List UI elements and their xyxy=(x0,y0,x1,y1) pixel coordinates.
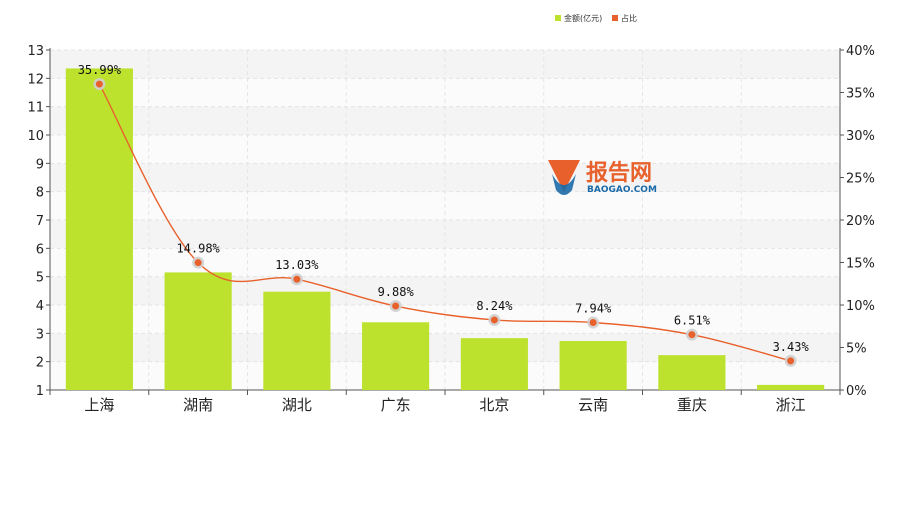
line-point xyxy=(688,331,696,339)
left-tick-label: 12 xyxy=(27,72,44,87)
line-point xyxy=(392,302,400,310)
right-tick-label: 5% xyxy=(846,342,867,357)
category-label: 浙江 xyxy=(776,396,806,414)
line-point xyxy=(194,259,202,267)
data-label: 9.88% xyxy=(378,285,415,299)
legend-swatch-share xyxy=(612,15,618,21)
legend-label-share: 占比 xyxy=(621,13,637,23)
right-tick-label: 25% xyxy=(846,172,875,187)
left-tick-label: 8 xyxy=(36,186,44,201)
right-tick-label: 20% xyxy=(846,214,875,229)
category-label: 重庆 xyxy=(677,396,707,414)
data-label: 13.03% xyxy=(275,258,319,272)
left-tick-label: 5 xyxy=(36,271,44,286)
left-tick-label: 7 xyxy=(36,214,44,229)
watermark-logo-icon xyxy=(548,160,580,192)
category-label: 云南 xyxy=(578,396,608,414)
category-label: 湖北 xyxy=(282,396,312,414)
line-point xyxy=(293,275,301,283)
right-tick-label: 0% xyxy=(846,384,867,399)
left-tick-label: 1 xyxy=(36,384,44,399)
watermark: 报告网 BAOGAO.COM xyxy=(548,160,657,195)
data-label: 35.99% xyxy=(78,63,122,77)
data-label: 8.24% xyxy=(476,299,513,313)
line-point xyxy=(490,316,498,324)
bar xyxy=(658,355,726,390)
bar xyxy=(263,291,331,390)
right-tick-label: 30% xyxy=(846,129,875,144)
watermark-title: 报告网 xyxy=(586,161,652,186)
bar xyxy=(362,322,430,390)
line-series: 35.99% 14.98% 13.03% 9.88% 8.24% 7.94% 6.51% 3.… xyxy=(78,63,810,367)
left-tick-label: 9 xyxy=(36,157,44,172)
left-tick-label: 10 xyxy=(27,129,44,144)
right-tick-label: 40% xyxy=(846,44,875,59)
watermark-logo-wing-icon xyxy=(552,174,576,195)
left-tick-label: 6 xyxy=(36,242,44,257)
right-tick-label: 15% xyxy=(846,257,875,272)
data-label: 14.98% xyxy=(176,242,220,256)
right-tick-label: 35% xyxy=(846,87,875,102)
line-point xyxy=(787,357,795,365)
category-label: 广东 xyxy=(381,396,411,414)
left-tick-label: 3 xyxy=(36,327,44,342)
data-label: 3.43% xyxy=(773,340,810,354)
bar xyxy=(65,68,133,391)
watermark-subtitle: BAOGAO.COM xyxy=(587,185,657,195)
right-axis-ticks: 0% 5% 10% 15% 20% 25% 30% 35% 40% xyxy=(840,44,875,399)
category-label: 上海 xyxy=(84,396,114,414)
line-point xyxy=(589,319,597,327)
category-label: 北京 xyxy=(479,396,509,414)
legend-label-amount: 金额(亿元) xyxy=(564,13,602,23)
line-point xyxy=(95,80,103,88)
left-tick-label: 2 xyxy=(36,356,44,371)
left-tick-label: 4 xyxy=(36,299,44,314)
bar xyxy=(460,338,528,390)
bar xyxy=(757,384,825,390)
bar xyxy=(164,272,232,390)
category-label: 湖南 xyxy=(183,396,213,414)
legend-swatch-amount xyxy=(555,15,561,21)
bar xyxy=(559,340,627,390)
left-tick-label: 13 xyxy=(27,44,44,59)
data-label: 7.94% xyxy=(575,302,612,316)
bar-series xyxy=(65,68,825,391)
right-tick-label: 10% xyxy=(846,299,875,314)
legend: 金额(亿元) 占比 xyxy=(555,13,637,23)
category-labels: 上海 湖南 湖北 广东 北京 云南 重庆 浙江 xyxy=(84,396,805,414)
data-label: 6.51% xyxy=(674,314,711,328)
left-tick-label: 11 xyxy=(27,101,44,116)
